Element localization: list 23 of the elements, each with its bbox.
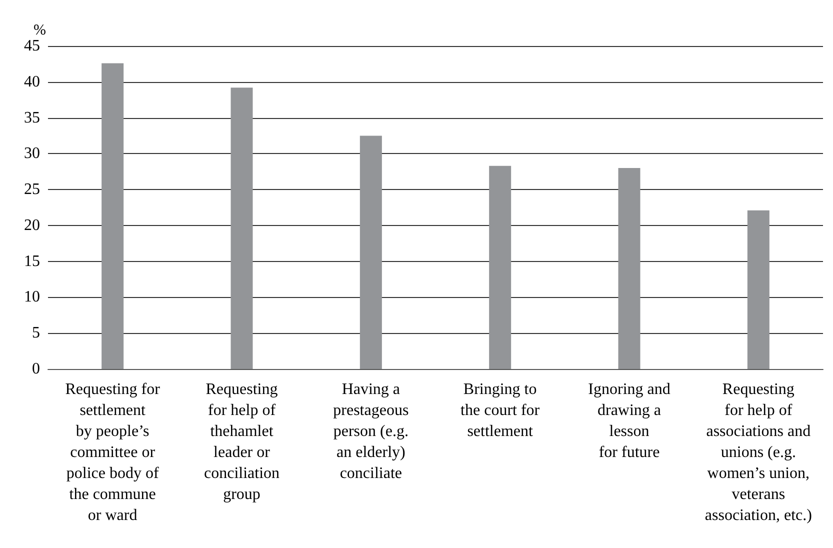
y-tick-label: 30	[24, 145, 40, 162]
y-tick-label: 20	[24, 216, 40, 234]
x-tick-label: Requesting for help of thehamlet leader or conciliation group	[204, 381, 280, 503]
y-axis-title: %	[34, 22, 46, 39]
y-tick-label: 35	[24, 109, 40, 126]
bar	[489, 166, 512, 369]
x-tick-label: Requesting for settlement by people’s committee or police body of the commune or ward	[65, 381, 161, 524]
bar	[360, 136, 382, 369]
x-tick-label: Requesting for help of associations and unions (e.g. women’s union, veterans association, etc.)	[704, 381, 812, 524]
y-tick-label: 45	[24, 38, 40, 54]
bar	[230, 88, 253, 369]
y-tick-label: 10	[24, 288, 40, 306]
x-tick-label: Ignoring and drawing a lesson for future	[588, 381, 670, 461]
y-tick-label: 0	[32, 360, 40, 378]
x-tick-label: Having a prestageous person (e.g. an elderly) conciliate	[333, 381, 409, 482]
bar	[618, 168, 640, 369]
y-tick-label: 40	[24, 73, 40, 90]
bar	[102, 63, 124, 369]
bar	[747, 210, 770, 369]
y-tick-label: 25	[24, 181, 40, 198]
x-tick-label: Bringing to the court for settlement	[460, 381, 540, 440]
y-tick-label: 5	[32, 324, 40, 342]
y-tick-label: 15	[24, 252, 40, 270]
